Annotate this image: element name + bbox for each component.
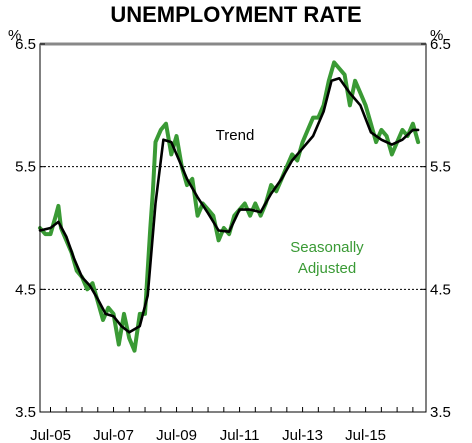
plot-frame (39, 43, 427, 413)
y-tick-label-right: 3.5 (430, 404, 451, 421)
x-tick-label: Jul-09 (156, 427, 197, 443)
series-lines (38, 60, 421, 353)
seasonally-adjusted-line (38, 60, 421, 353)
gridlines (40, 166, 426, 290)
left-unit-label: % (8, 27, 21, 44)
chart-title: UNEMPLOYMENT RATE (110, 2, 361, 27)
x-tick-label: Jul-15 (345, 427, 386, 443)
right-unit-label: % (430, 27, 443, 44)
y-tick-label-left: 5.5 (15, 159, 36, 176)
y-tick-label-right: 4.5 (430, 281, 451, 298)
x-axis-ticks: Jul-05 Jul-07 Jul-09 Jul-11 Jul-13 Jul-15 (30, 407, 414, 443)
trend-line (38, 77, 420, 334)
x-tick-label: Jul-11 (220, 427, 260, 443)
y-tick-label-right: 6.5 (430, 36, 451, 53)
y-tick-label-right: 5.5 (430, 159, 451, 176)
adjusted-annotation: Adjusted (298, 260, 356, 277)
y-tick-label-left: 6.5 (15, 36, 36, 53)
seasonally-annotation: Seasonally (290, 239, 364, 256)
plot-top-border (40, 42, 426, 46)
x-tick-label: Jul-07 (93, 427, 134, 443)
y-tick-label-left: 3.5 (15, 404, 36, 421)
trend-annotation: Trend (216, 127, 255, 144)
x-tick-label: Jul-13 (282, 427, 323, 443)
y-axis-ticks: 3.5 3.5 4.5 4.5 5.5 5.5 6.5 6.5 (15, 36, 451, 421)
x-tick-label: Jul-05 (30, 427, 71, 443)
y-tick-label-left: 4.5 (15, 281, 36, 298)
